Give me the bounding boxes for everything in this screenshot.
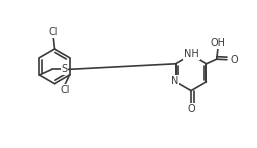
Text: O: O: [231, 55, 238, 65]
Text: Cl: Cl: [60, 85, 70, 95]
Text: OH: OH: [211, 38, 226, 48]
Text: NH: NH: [184, 49, 199, 59]
Text: O: O: [187, 104, 195, 114]
Text: N: N: [171, 76, 178, 86]
Text: Cl: Cl: [49, 27, 58, 37]
Text: S: S: [61, 64, 68, 74]
